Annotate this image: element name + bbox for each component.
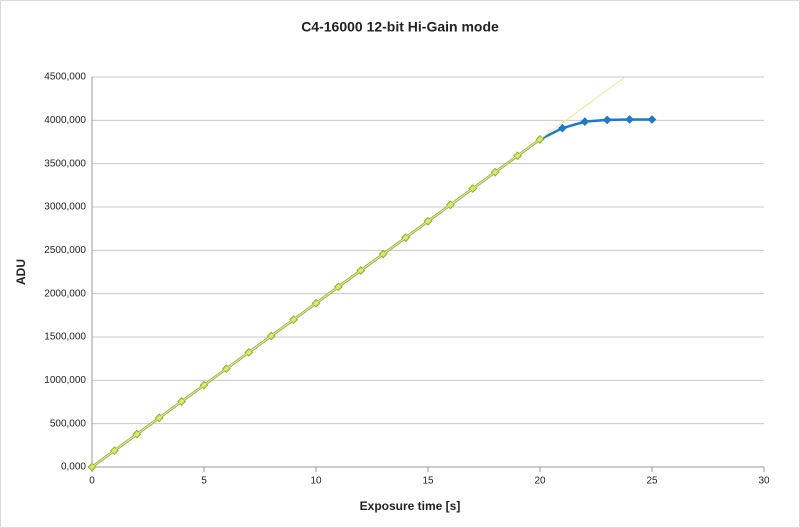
y-tick-label: 1500,000 (44, 332, 86, 343)
x-tick-label: 5 (201, 476, 207, 487)
x-tick-label: 20 (534, 476, 546, 487)
data-point (558, 123, 567, 133)
x-tick-label: 25 (646, 476, 658, 487)
y-tick-label: 3500,000 (44, 158, 86, 169)
y-tick-label: 2500,000 (44, 245, 86, 256)
data-point (647, 115, 657, 124)
data-point (602, 115, 612, 125)
x-tick-label: 0 (89, 476, 95, 487)
y-tick-label: 2000,000 (44, 288, 86, 299)
y-tick-label: 3000,000 (44, 202, 86, 213)
data-point (580, 117, 590, 126)
y-tick-label: 500,000 (50, 418, 87, 429)
series-line (91, 76, 626, 468)
y-tick-label: 4500,000 (44, 72, 86, 83)
data-point (625, 115, 634, 124)
y-axis-title: ADU (14, 259, 28, 285)
y-tick-label: 1000,000 (44, 375, 86, 386)
x-tick-label: 30 (758, 476, 770, 487)
y-tick-label: 0,000 (61, 462, 86, 473)
x-tick-label: 15 (422, 476, 434, 487)
chart-title: C4-16000 12-bit Hi-Gain mode (301, 19, 499, 35)
x-tick-label: 10 (310, 476, 322, 487)
y-tick-label: 4000,000 (44, 115, 86, 126)
x-axis-title: Exposure time [s] (360, 499, 461, 513)
